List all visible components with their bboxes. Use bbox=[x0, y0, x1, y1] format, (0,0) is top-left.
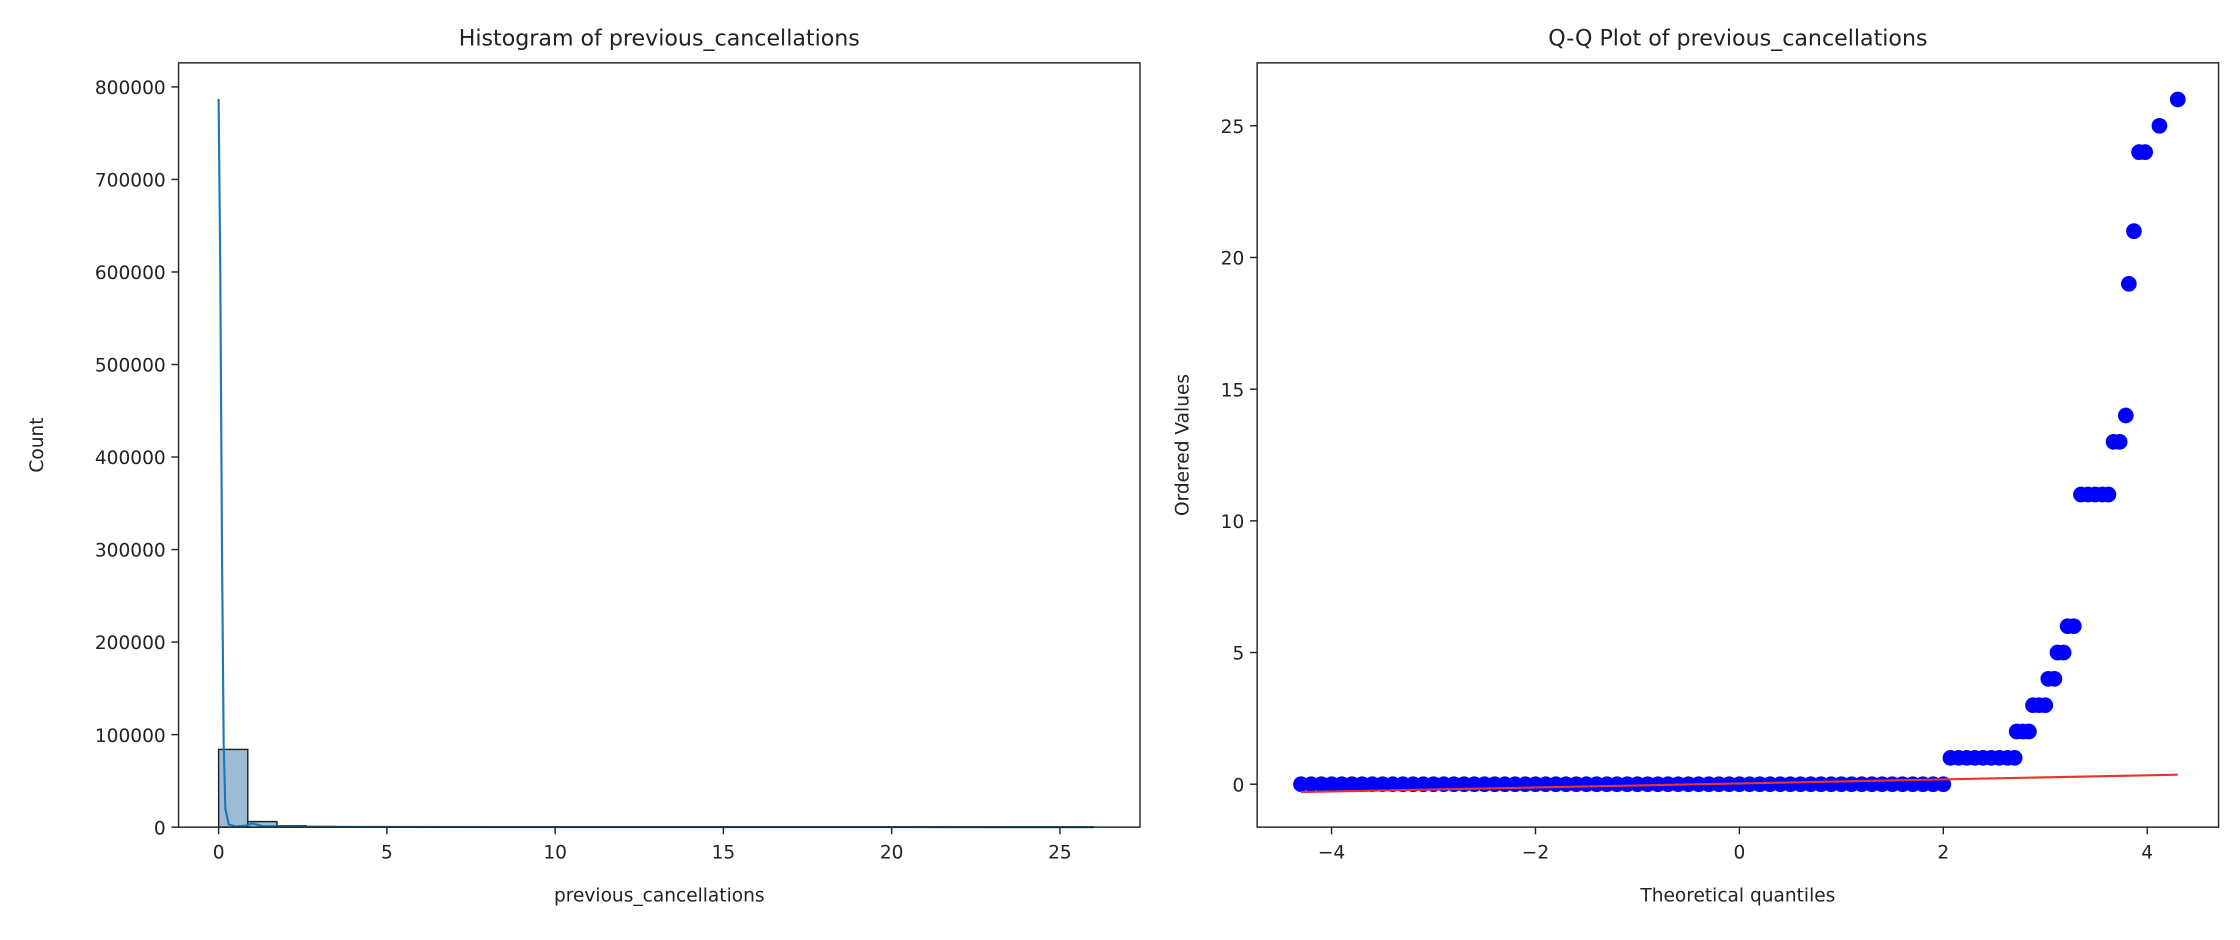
point bbox=[2046, 671, 2063, 687]
point bbox=[2151, 117, 2168, 134]
kde-line bbox=[217, 98, 1094, 829]
x-tick-label: −2 bbox=[1522, 843, 1549, 864]
y-tick-label: 800000 bbox=[95, 78, 166, 99]
x-tick-label: 2 bbox=[1937, 843, 1949, 864]
y-tick-label: 0 bbox=[154, 818, 166, 839]
point bbox=[2055, 644, 2072, 661]
x-tick-label: 25 bbox=[1048, 843, 1072, 864]
y-axis-label: Count bbox=[27, 417, 48, 472]
y-tick-label: 300000 bbox=[95, 541, 166, 562]
y-tick-label: 20 bbox=[1221, 249, 1245, 270]
bar bbox=[217, 748, 249, 828]
point bbox=[2111, 433, 2128, 450]
point bbox=[2037, 697, 2054, 714]
axes-frame bbox=[1256, 62, 2220, 828]
axes-frame bbox=[177, 62, 1141, 828]
y-tick-label: 500000 bbox=[95, 356, 166, 377]
point bbox=[2117, 407, 2134, 424]
y-tick-label: 100000 bbox=[95, 726, 166, 747]
x-axis-label: Theoretical quantiles bbox=[1639, 885, 1835, 906]
point bbox=[2006, 750, 2023, 766]
point bbox=[2065, 618, 2082, 635]
y-tick-label: 5 bbox=[1232, 644, 1244, 665]
x-tick-label: 15 bbox=[712, 843, 736, 864]
chart-title: Q-Q Plot of previous_cancellations bbox=[1548, 26, 1927, 52]
x-tick-label: 5 bbox=[381, 843, 393, 864]
y-tick-label: 600000 bbox=[95, 263, 166, 284]
y-tick-label: 10 bbox=[1221, 512, 1245, 533]
point bbox=[2100, 486, 2117, 503]
x-axis-label: previous_cancellations bbox=[554, 885, 765, 906]
x-tick-label: 20 bbox=[880, 843, 904, 864]
point bbox=[2021, 723, 2037, 740]
chart-title: Histogram of previous_cancellations bbox=[459, 26, 860, 52]
y-tick-label: 400000 bbox=[95, 448, 166, 469]
point bbox=[2126, 223, 2142, 240]
y-axis-label: Ordered Values bbox=[1173, 374, 1194, 516]
y-tick-label: 25 bbox=[1221, 117, 1245, 138]
fit-line bbox=[1300, 773, 2178, 794]
y-tick-label: 700000 bbox=[95, 171, 166, 192]
y-tick-label: 0 bbox=[1232, 775, 1244, 796]
point bbox=[2137, 144, 2154, 160]
point bbox=[2120, 275, 2137, 292]
x-tick-label: 0 bbox=[1733, 843, 1745, 864]
y-tick-label: 15 bbox=[1221, 380, 1245, 401]
x-tick-label: −4 bbox=[1318, 843, 1345, 864]
point bbox=[2169, 91, 2186, 108]
x-tick-label: 0 bbox=[213, 843, 225, 864]
x-tick-label: 4 bbox=[2141, 843, 2153, 864]
y-tick-label: 200000 bbox=[95, 633, 166, 654]
x-tick-label: 10 bbox=[543, 843, 567, 864]
